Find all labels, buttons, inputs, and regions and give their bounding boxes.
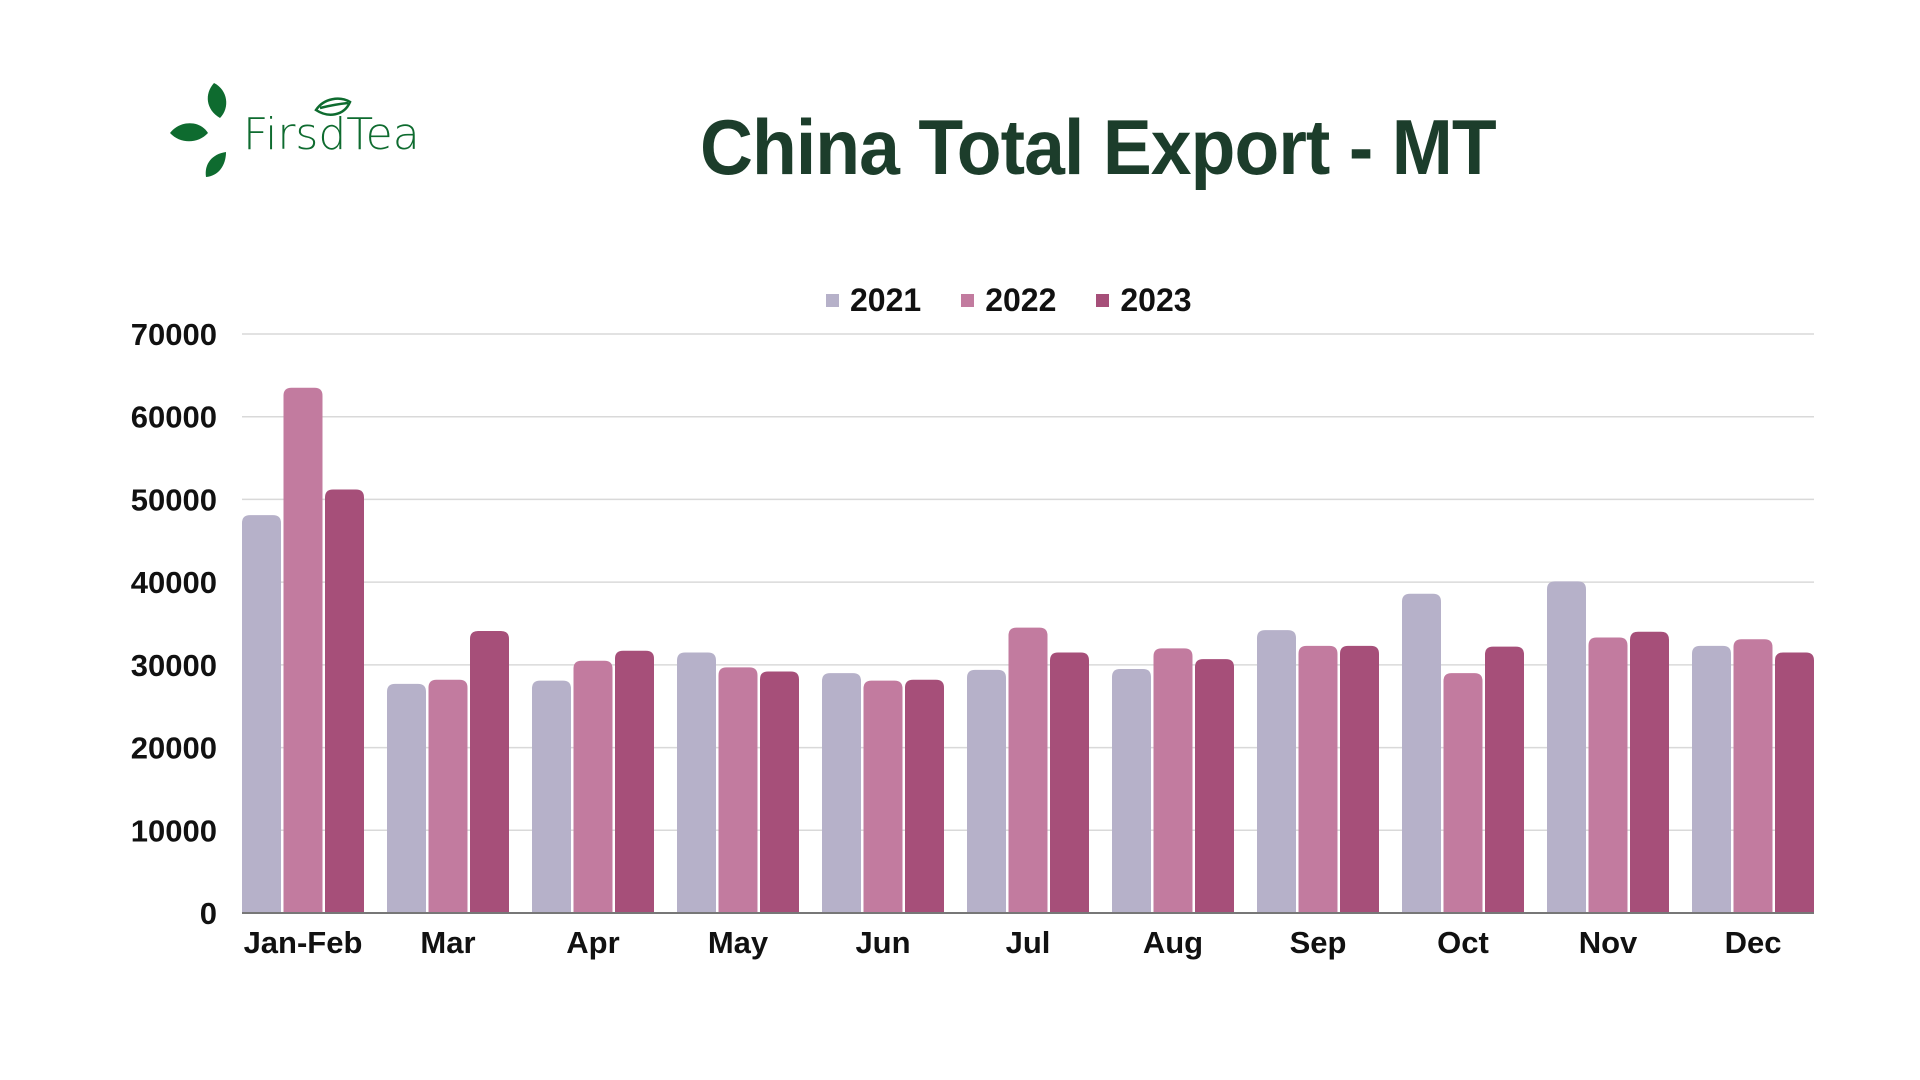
bar-2022-aug[interactable]: 2022 Aug: 32000 — [1153, 648, 1193, 913]
bar-2023-aug[interactable]: 2023 Aug: 30700 — [1195, 659, 1234, 913]
bar-group-may: 2021 May: 315002022 May: 297002023 May: … — [677, 652, 799, 913]
legend-label: 2023 — [1120, 282, 1192, 318]
bar-2021-jul[interactable]: 2021 Jul: 29400 — [967, 669, 1006, 913]
y-tick-label: 30000 — [131, 648, 217, 683]
y-tick-label: 0 — [200, 896, 217, 931]
bar-group-jan-feb: 2021 Jan-Feb: 481002022 Jan-Feb: 6350020… — [242, 387, 364, 913]
legend-item-2022[interactable]: 2022 — [961, 284, 1056, 316]
x-tick-label: Mar — [420, 925, 475, 960]
bar-2023-may[interactable]: 2023 May: 29200 — [760, 671, 799, 913]
bar-2022-oct[interactable]: 2022 Oct: 29000 — [1443, 673, 1483, 913]
bar-2021-nov[interactable]: 2021 Nov: 40100 — [1547, 581, 1586, 913]
x-tick-label: Sep — [1290, 925, 1347, 960]
bar-group-jun: 2021 Jun: 290002022 Jun: 281002023 Jun: … — [822, 673, 944, 913]
bar-group-oct: 2021 Oct: 386002022 Oct: 290002023 Oct: … — [1402, 593, 1524, 913]
legend-swatch-icon — [961, 293, 975, 307]
x-tick-label: May — [708, 925, 769, 960]
bar-group-apr: 2021 Apr: 281002022 Apr: 305002023 Apr: … — [532, 650, 654, 913]
bar-group-dec: 2021 Dec: 323002022 Dec: 331002023 Dec: … — [1692, 639, 1814, 913]
legend-item-2023[interactable]: 2023 — [1096, 282, 1192, 318]
bar-2022-nov[interactable]: 2022 Nov: 33300 — [1588, 637, 1628, 913]
legend-swatch-icon — [826, 293, 839, 307]
bar-2022-dec[interactable]: 2022 Dec: 33100 — [1733, 639, 1773, 913]
x-tick-label: Nov — [1579, 925, 1638, 960]
bar-2023-apr[interactable]: 2023 Apr: 31700 — [615, 650, 654, 913]
firsdtea-logo — [170, 83, 352, 177]
bar-2022-jun[interactable]: 2022 Jun: 28100 — [863, 680, 903, 913]
bar-2023-nov[interactable]: 2023 Nov: 34000 — [1630, 631, 1669, 913]
bar-2022-apr[interactable]: 2022 Apr: 30500 — [573, 660, 613, 913]
chart-title: China Total Export - MT — [700, 103, 1497, 191]
bar-group-mar: 2021 Mar: 277002022 Mar: 282002023 Mar: … — [387, 630, 509, 913]
bar-2021-jun[interactable]: 2021 Jun: 29000 — [822, 673, 861, 913]
bar-2021-sep[interactable]: 2021 Sep: 34200 — [1257, 630, 1296, 913]
bar-2023-oct[interactable]: 2023 Oct: 32200 — [1485, 646, 1524, 913]
x-tick-label: Apr — [566, 925, 619, 960]
bar-2021-jan-feb[interactable]: 2021 Jan-Feb: 48100 — [242, 515, 281, 913]
bar-2023-jun[interactable]: 2023 Jun: 28200 — [905, 679, 944, 913]
bar-2021-oct[interactable]: 2021 Oct: 38600 — [1402, 593, 1441, 913]
logo-text: FirsdTea — [243, 109, 420, 160]
bar-2023-mar[interactable]: 2023 Mar: 34100 — [470, 630, 509, 913]
legend-item-2021[interactable]: 2021 — [826, 284, 921, 316]
bar-2023-jan-feb[interactable]: 2023 Jan-Feb: 51200 — [325, 489, 364, 913]
bar-2022-jul[interactable]: 2022 Jul: 34500 — [1008, 627, 1048, 913]
bar-2021-may[interactable]: 2021 May: 31500 — [677, 652, 716, 913]
bar-2021-aug[interactable]: 2021 Aug: 29500 — [1112, 668, 1151, 913]
x-tick-label: Jan-Feb — [244, 925, 363, 960]
bar-group-aug: 2021 Aug: 295002022 Aug: 320002023 Aug: … — [1112, 648, 1234, 913]
x-tick-label: Aug — [1143, 925, 1203, 960]
y-tick-label: 20000 — [131, 731, 217, 766]
legend-label: 2021 — [850, 282, 922, 318]
bar-group-nov: 2021 Nov: 401002022 Nov: 333002023 Nov: … — [1547, 581, 1669, 913]
bar-2023-jul[interactable]: 2023 Jul: 31500 — [1050, 652, 1089, 913]
bar-group-jul: 2021 Jul: 294002022 Jul: 345002023 Jul: … — [967, 627, 1089, 913]
y-tick-label: 40000 — [131, 565, 217, 600]
bar-2022-jan-feb[interactable]: 2022 Jan-Feb: 63500 — [283, 387, 323, 913]
chart-legend: 2021 2022 2023 — [826, 284, 1232, 316]
legend-swatch-icon — [1096, 293, 1110, 307]
bar-group-sep: 2021 Sep: 342002022 Sep: 323002023 Sep: … — [1257, 630, 1379, 913]
x-tick-label: Oct — [1437, 925, 1489, 960]
legend-label: 2022 — [985, 282, 1057, 318]
leaf-outline-icon — [314, 97, 352, 116]
x-tick-label: Jun — [855, 925, 910, 960]
bar-2021-apr[interactable]: 2021 Apr: 28100 — [532, 680, 571, 913]
x-tick-label: Dec — [1725, 925, 1782, 960]
bar-2022-sep[interactable]: 2022 Sep: 32300 — [1298, 645, 1338, 913]
leaf-icon — [170, 83, 227, 177]
y-tick-label: 60000 — [131, 400, 217, 435]
y-tick-label: 10000 — [131, 813, 217, 848]
y-tick-label: 50000 — [131, 482, 217, 517]
y-tick-label: 70000 — [131, 317, 217, 352]
bar-2023-sep[interactable]: 2023 Sep: 32300 — [1340, 645, 1379, 913]
bar-2021-mar[interactable]: 2021 Mar: 27700 — [387, 683, 426, 913]
bar-2022-may[interactable]: 2022 May: 29700 — [718, 667, 758, 913]
bar-2021-dec[interactable]: 2021 Dec: 32300 — [1692, 645, 1731, 913]
x-tick-label: Jul — [1006, 925, 1051, 960]
bar-2022-mar[interactable]: 2022 Mar: 28200 — [428, 679, 468, 913]
bar-2023-dec[interactable]: 2023 Dec: 31500 — [1775, 652, 1814, 913]
